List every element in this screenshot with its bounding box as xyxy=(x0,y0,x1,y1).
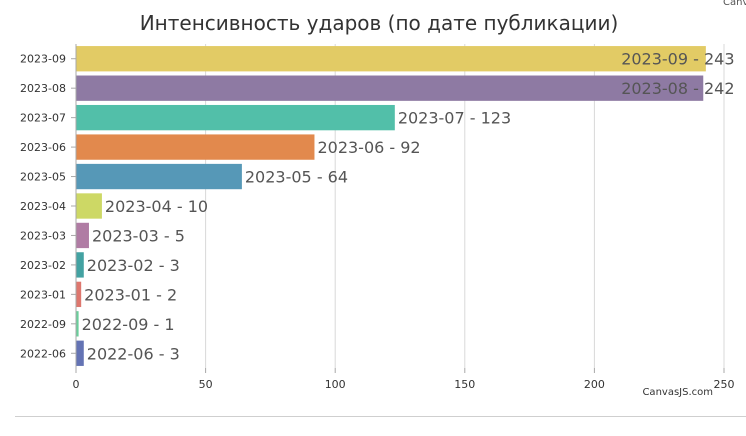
y-tick-label: 2022-09 xyxy=(20,318,66,331)
y-tick-label: 2023-05 xyxy=(20,171,66,184)
y-tick-label: 2023-07 xyxy=(20,112,66,125)
x-tick-label: 0 xyxy=(73,378,80,391)
bar[interactable] xyxy=(76,46,706,72)
data-label: 2023-08 - 242 xyxy=(621,79,734,98)
bar[interactable] xyxy=(76,222,89,249)
bar[interactable] xyxy=(76,193,102,219)
y-tick-label: 2023-01 xyxy=(20,288,66,301)
bottom-divider xyxy=(15,416,746,417)
chart-title: Интенсивность ударов (по дате публикации… xyxy=(140,11,619,35)
y-tick-label: 2022-06 xyxy=(20,347,66,360)
data-label: 2023-02 - 3 xyxy=(87,256,180,275)
x-tick-label: 150 xyxy=(454,378,475,391)
x-tick-label: 50 xyxy=(199,378,213,391)
data-label: 2023-03 - 5 xyxy=(92,226,185,245)
bar[interactable] xyxy=(76,311,79,337)
y-tick-label: 2023-02 xyxy=(20,259,66,272)
bar[interactable] xyxy=(76,281,82,308)
corner-label: Canv xyxy=(723,0,746,8)
y-tick-label: 2023-09 xyxy=(20,53,66,66)
canvasjs-credit-link[interactable]: CanvasJS.com xyxy=(642,387,713,398)
x-tick-label: 100 xyxy=(325,378,346,391)
bar[interactable] xyxy=(76,163,242,190)
data-label: 2023-07 - 123 xyxy=(398,109,511,128)
data-label: 2023-06 - 92 xyxy=(317,138,420,157)
y-axis-labels: 2023-09 2023-08 2023-07 2023-06 2023-05 2023-… xyxy=(20,53,76,360)
bar[interactable] xyxy=(76,75,704,101)
data-label: 2022-06 - 3 xyxy=(87,344,180,363)
bar[interactable] xyxy=(76,104,395,131)
y-tick-label: 2023-03 xyxy=(20,229,66,242)
data-label: 2023-04 - 10 xyxy=(105,197,208,216)
data-label: 2023-01 - 2 xyxy=(84,285,177,304)
x-axis-labels: 0 50 100 150 200 250 xyxy=(73,368,735,391)
data-label: 2022-09 - 1 xyxy=(82,315,175,334)
bars xyxy=(76,46,706,366)
bar[interactable] xyxy=(76,252,84,278)
bar[interactable] xyxy=(76,134,315,160)
data-label: 2023-05 - 64 xyxy=(245,168,348,187)
y-tick-label: 2023-08 xyxy=(20,82,66,95)
y-tick-label: 2023-06 xyxy=(20,141,66,154)
x-tick-label: 250 xyxy=(714,378,735,391)
bar[interactable] xyxy=(76,340,84,366)
x-tick-label: 200 xyxy=(584,378,605,391)
data-label: 2023-09 - 243 xyxy=(621,50,734,69)
y-tick-label: 2023-04 xyxy=(20,200,66,213)
data-labels: 2023-09 - 243 2023-08 - 242 2023-07 - 123 2… xyxy=(82,50,735,364)
